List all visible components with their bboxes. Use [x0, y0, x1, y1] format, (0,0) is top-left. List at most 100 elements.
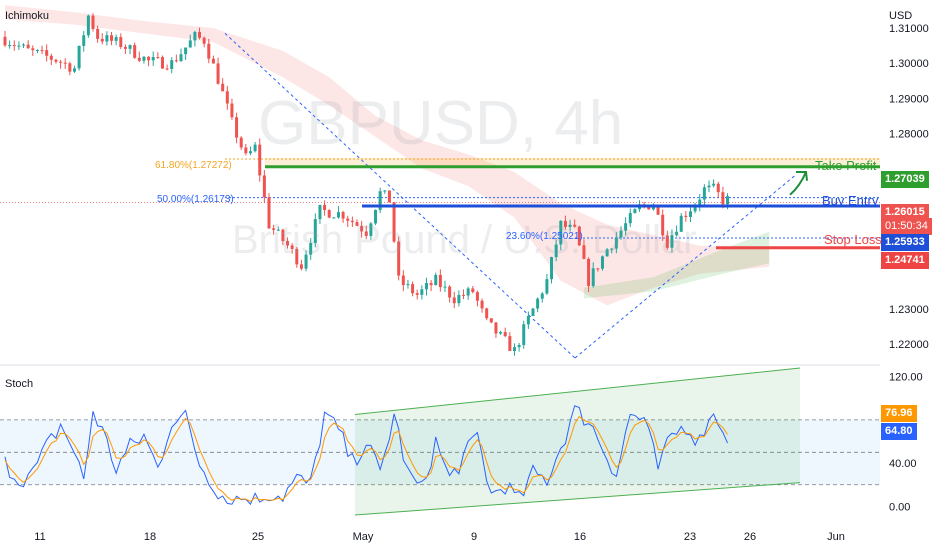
candle	[624, 217, 628, 236]
candle	[508, 332, 512, 352]
candle-body	[702, 187, 706, 200]
stoch-k-line	[4, 405, 728, 506]
candle-body	[684, 215, 688, 217]
candle	[184, 47, 188, 60]
candle	[225, 85, 229, 110]
candle	[40, 45, 44, 55]
candle-body	[619, 230, 623, 238]
candle	[22, 43, 26, 49]
candle-body	[100, 38, 104, 42]
candle-body	[341, 212, 345, 219]
candle-body	[480, 300, 484, 309]
candle-body	[517, 345, 521, 348]
watermark-description: British Pound / U.S. Dollar	[232, 218, 697, 262]
time-tick-label: May	[353, 531, 374, 543]
candle-body	[536, 298, 540, 309]
candle	[707, 180, 711, 193]
countdown-tag: 01:50:34	[881, 218, 932, 235]
stoch-channel-top	[354, 367, 801, 415]
candle-body	[633, 209, 637, 214]
stoch-channel-bottom	[354, 482, 801, 516]
candle	[587, 257, 591, 292]
candle	[512, 343, 516, 356]
stochastic-pane	[0, 367, 880, 516]
current-price-tag: 1.26015	[881, 204, 929, 221]
candle	[619, 226, 623, 240]
candle-body	[670, 235, 674, 248]
candle	[360, 220, 364, 238]
candle	[471, 285, 475, 294]
candle-body	[248, 151, 252, 154]
candle-body	[207, 43, 211, 59]
candle-body	[411, 284, 415, 294]
candle-body	[448, 286, 452, 298]
price-tick-label: 1.31000	[889, 23, 929, 35]
candle	[3, 31, 7, 48]
candle-body	[526, 315, 530, 325]
candle-body	[610, 248, 614, 250]
candle	[35, 49, 39, 54]
candle	[262, 169, 266, 204]
stop-loss-label: Stop Loss	[824, 232, 882, 247]
candle	[665, 230, 669, 250]
candle-body	[508, 336, 512, 351]
candle-body	[202, 37, 206, 44]
target-arrow-head	[796, 170, 808, 181]
candle	[485, 307, 489, 321]
candle-body	[726, 196, 730, 205]
candle-body	[45, 50, 49, 56]
candle-body	[290, 245, 294, 249]
candle	[434, 272, 438, 286]
time-tick-label: Jun	[827, 531, 845, 543]
candle	[211, 55, 215, 64]
candle	[77, 45, 81, 71]
candle-body	[179, 54, 183, 62]
candle-body	[346, 218, 350, 221]
fib-500-label: 50.00%(1.26173)	[157, 194, 234, 205]
candle	[17, 41, 21, 50]
candle-body	[160, 57, 164, 69]
candle	[633, 208, 637, 214]
stoch-label[interactable]: Stoch	[5, 378, 34, 390]
candle-body	[309, 242, 313, 255]
candle	[72, 65, 76, 73]
candle-body	[49, 55, 53, 60]
candle	[221, 78, 225, 92]
candle	[309, 238, 313, 260]
candle-body	[499, 332, 503, 334]
candle	[105, 31, 109, 46]
candle	[299, 259, 303, 271]
candle	[693, 202, 697, 214]
candle	[429, 279, 433, 292]
candle-body	[582, 245, 586, 259]
candle	[59, 59, 63, 69]
time-axis: 11 18 25 May 9 16 23 26 Jun	[34, 531, 845, 543]
candle	[142, 55, 146, 64]
candle-body	[429, 283, 433, 286]
ichimoku-label[interactable]: Ichimoku	[5, 10, 50, 22]
candle	[202, 36, 206, 48]
candle-body	[137, 57, 141, 61]
candle	[545, 274, 549, 295]
candle-body	[184, 47, 188, 55]
candle	[45, 44, 49, 62]
candle	[475, 290, 479, 307]
candle-body	[378, 191, 382, 210]
candle-body	[96, 28, 100, 39]
candle-body	[675, 231, 679, 236]
candle-body	[54, 59, 58, 62]
candle-body	[8, 45, 12, 47]
candle	[133, 42, 137, 59]
candle-body	[170, 60, 174, 69]
candle-body	[614, 237, 618, 249]
candle-body	[281, 229, 285, 242]
candle	[628, 208, 632, 228]
candle-body	[712, 183, 716, 186]
candle	[443, 280, 447, 293]
candle-body	[587, 258, 591, 286]
candle-body	[438, 274, 442, 288]
candle	[267, 193, 271, 230]
candle-body	[313, 219, 317, 243]
stoch-axis: 120.00 40.00 0.00	[889, 372, 923, 514]
